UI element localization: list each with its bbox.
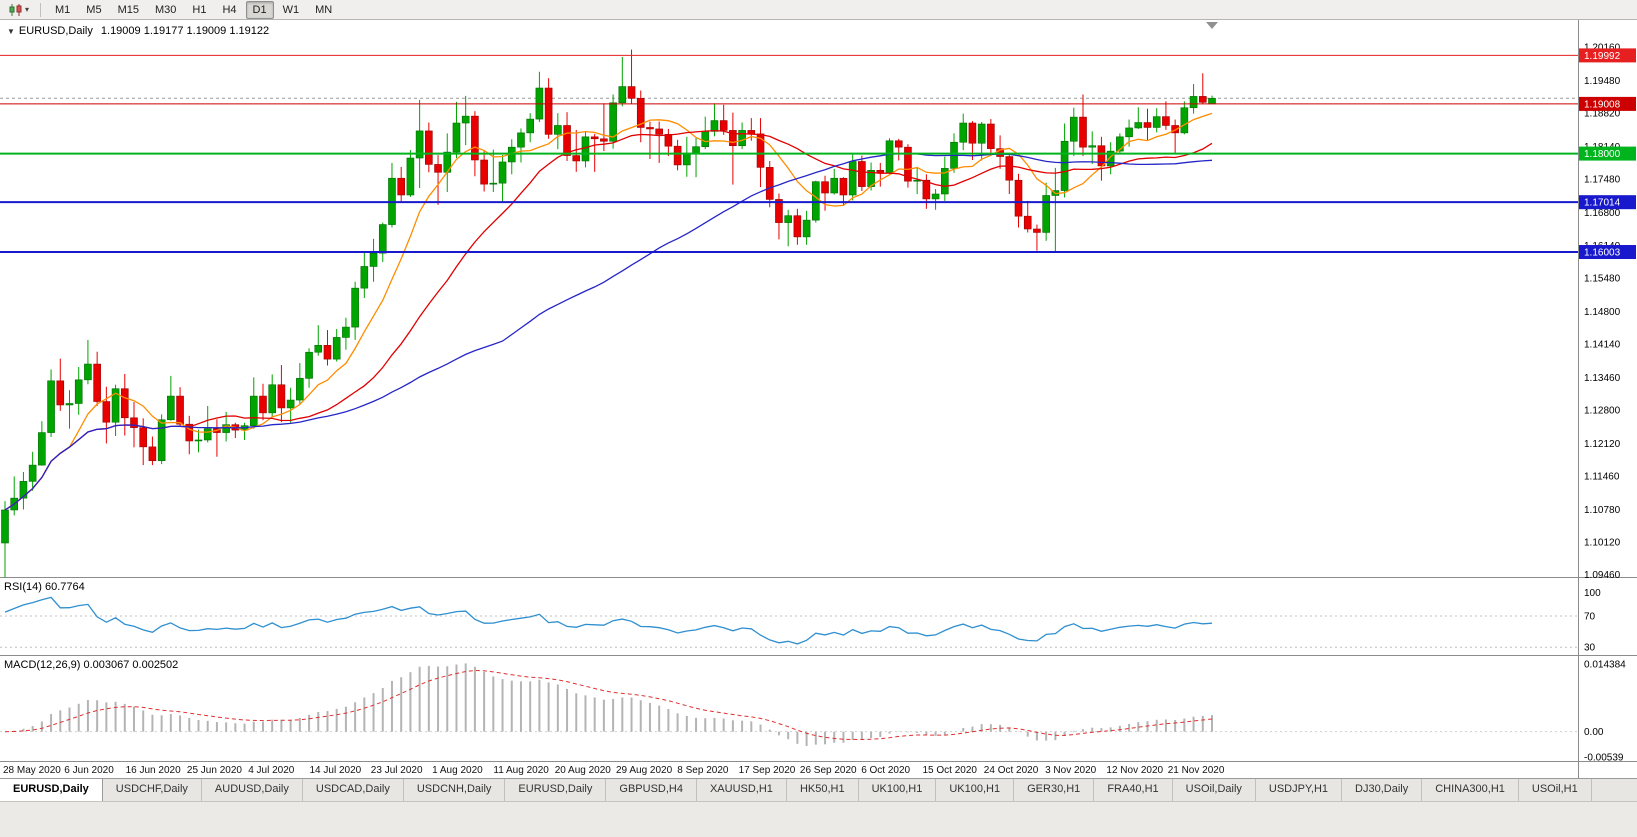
svg-text:17 Sep 2020: 17 Sep 2020 <box>739 765 796 776</box>
chart-tab-uk100-h1[interactable]: UK100,H1 <box>936 779 1015 801</box>
svg-text:1 Aug 2020: 1 Aug 2020 <box>432 765 483 776</box>
timeframe-button-D1[interactable]: D1 <box>245 0 274 19</box>
timeframe-button-M1[interactable]: M1 <box>55 3 71 16</box>
svg-text:1.17480: 1.17480 <box>1584 175 1621 186</box>
candlesticks <box>1 49 1216 578</box>
chart-tab-hk50-h1[interactable]: HK50,H1 <box>786 779 859 801</box>
svg-text:1.09460: 1.09460 <box>1584 570 1621 581</box>
svg-text:1.19992: 1.19992 <box>1584 51 1621 62</box>
chart-tab-uk100-h1[interactable]: UK100,H1 <box>858 779 937 801</box>
svg-text:1.14800: 1.14800 <box>1584 307 1621 318</box>
status-strip <box>0 801 1637 837</box>
svg-text:0.00: 0.00 <box>1584 727 1604 738</box>
svg-text:70: 70 <box>1584 612 1596 623</box>
timeframe-button-MN[interactable]: MN <box>315 3 333 16</box>
chart-tab-usdjpy-h1[interactable]: USDJPY,H1 <box>1255 779 1343 801</box>
timeframe-button-M5[interactable]: M5 <box>86 3 102 16</box>
chart-tab-usdcad-daily[interactable]: USDCAD,Daily <box>302 779 404 801</box>
svg-text:1.10780: 1.10780 <box>1584 505 1621 516</box>
timeframe-button-W1[interactable]: W1 <box>282 3 300 16</box>
price-badges: 1.19992 1.19008 1.18000 1.17014 1.16003 <box>1579 48 1636 260</box>
svg-text:1.10120: 1.10120 <box>1584 538 1621 549</box>
chart-tab-usoil-h1[interactable]: USOil,H1 <box>1518 779 1592 801</box>
chart-tab-dj30-daily[interactable]: DJ30,Daily <box>1342 779 1423 801</box>
svg-text:23 Jul 2020: 23 Jul 2020 <box>371 765 423 776</box>
chart-type-button[interactable]: ▾ <box>4 2 34 18</box>
svg-text:6 Jun 2020: 6 Jun 2020 <box>64 765 114 776</box>
svg-text:100: 100 <box>1584 588 1601 599</box>
svg-text:1.18820: 1.18820 <box>1584 109 1621 120</box>
svg-text:-0.00539: -0.00539 <box>1584 753 1624 764</box>
chart-tab-china300-h1[interactable]: CHINA300,H1 <box>1422 779 1519 801</box>
svg-text:1.12120: 1.12120 <box>1584 439 1621 450</box>
svg-text:1.14140: 1.14140 <box>1584 339 1621 350</box>
svg-text:3 Nov 2020: 3 Nov 2020 <box>1045 765 1097 776</box>
chart-tab-usdchf-daily[interactable]: USDCHF,Daily <box>102 779 202 801</box>
svg-text:28 May 2020: 28 May 2020 <box>3 765 61 776</box>
svg-text:11 Aug 2020: 11 Aug 2020 <box>493 765 549 776</box>
chart-canvas[interactable]: 1.201601.194801.188201.181401.174801.168… <box>0 20 1637 778</box>
svg-text:1.20160: 1.20160 <box>1584 43 1621 54</box>
svg-text:20 Aug 2020: 20 Aug 2020 <box>555 765 612 776</box>
chart-shift-marker-icon <box>1206 22 1218 29</box>
timeframe-buttons: M1 M5 M15 M30 H1 H4 D1 W1 MN <box>47 0 340 19</box>
svg-text:1.15480: 1.15480 <box>1584 273 1621 284</box>
top-toolbar: ▾ M1 M5 M15 M30 H1 H4 D1 W1 MN <box>0 0 1637 20</box>
svg-text:1.18000: 1.18000 <box>1584 149 1621 160</box>
svg-text:4 Jul 2020: 4 Jul 2020 <box>248 765 295 776</box>
chart-tab-audusd-daily[interactable]: AUDUSD,Daily <box>201 779 303 801</box>
svg-text:24 Oct 2020: 24 Oct 2020 <box>984 765 1039 776</box>
timeframe-button-M15[interactable]: M15 <box>117 3 139 16</box>
svg-text:26 Sep 2020: 26 Sep 2020 <box>800 765 857 776</box>
svg-text:21 Nov 2020: 21 Nov 2020 <box>1168 765 1225 776</box>
svg-text:1.17014: 1.17014 <box>1584 198 1621 209</box>
chevron-down-icon: ▾ <box>25 4 30 14</box>
chart-tabs-bar: EURUSD,Daily USDCHF,Daily AUDUSD,Daily USDC… <box>0 778 1637 801</box>
svg-text:1.16800: 1.16800 <box>1584 208 1621 219</box>
svg-text:29 Aug 2020: 29 Aug 2020 <box>616 765 673 776</box>
moving-average-lines <box>4 112 1213 511</box>
chart-tab-usoil-daily[interactable]: USOil,Daily <box>1172 779 1256 801</box>
timeframe-button-M30[interactable]: M30 <box>154 3 177 16</box>
rsi-pane: 100 70 30 <box>0 588 1601 654</box>
svg-text:1.19008: 1.19008 <box>1584 99 1621 110</box>
chart-tab-usdcnh-daily[interactable]: USDCNH,Daily <box>403 779 506 801</box>
toolbar-separator <box>40 2 42 17</box>
chart-tab-ger30-h1[interactable]: GER30,H1 <box>1014 779 1095 801</box>
horizontal-lines <box>0 54 1578 254</box>
svg-text:15 Oct 2020: 15 Oct 2020 <box>923 765 978 776</box>
svg-text:16 Jun 2020: 16 Jun 2020 <box>126 765 181 776</box>
chart-tab-eurusd-daily[interactable]: EURUSD,Daily <box>505 779 607 801</box>
collapse-arrow-icon[interactable]: ▼ <box>7 27 15 36</box>
svg-text:12 Nov 2020: 12 Nov 2020 <box>1106 765 1163 776</box>
svg-text:1.19480: 1.19480 <box>1584 76 1621 87</box>
svg-text:30: 30 <box>1584 643 1596 654</box>
svg-text:14 Jul 2020: 14 Jul 2020 <box>310 765 362 776</box>
price-axis[interactable]: 1.201601.194801.188201.181401.174801.168… <box>1584 43 1621 581</box>
chart-tab-eurusd-daily[interactable]: EURUSD,Daily <box>0 779 103 801</box>
svg-text:0.014384: 0.014384 <box>1584 660 1626 671</box>
svg-text:25 Jun 2020: 25 Jun 2020 <box>187 765 242 776</box>
svg-text:6 Oct 2020: 6 Oct 2020 <box>861 765 910 776</box>
macd-pane: 0.014384 0.00 -0.00539 <box>0 660 1626 764</box>
svg-text:1.13460: 1.13460 <box>1584 373 1621 384</box>
svg-text:1.11460: 1.11460 <box>1584 471 1620 482</box>
date-axis[interactable]: 28 May 2020 6 Jun 2020 16 Jun 2020 25 Jun 2… <box>3 765 1225 776</box>
svg-text:8 Sep 2020: 8 Sep 2020 <box>677 765 729 776</box>
chart-tab-fra40-h1[interactable]: FRA40,H1 <box>1094 779 1173 801</box>
chart-svg: 1.201601.194801.188201.181401.174801.168… <box>0 20 1637 778</box>
svg-text:1.12800: 1.12800 <box>1584 405 1621 416</box>
timeframe-button-H1[interactable]: H1 <box>192 3 207 16</box>
candlestick-chart-icon <box>9 3 22 16</box>
chart-tab-gbpusd-h4[interactable]: GBPUSD,H4 <box>606 779 697 801</box>
chart-tab-xauusd-h1[interactable]: XAUUSD,H1 <box>696 779 787 801</box>
timeframe-button-H4[interactable]: H4 <box>222 3 237 16</box>
svg-text:1.16003: 1.16003 <box>1584 248 1621 259</box>
pane-chrome <box>0 20 1637 778</box>
